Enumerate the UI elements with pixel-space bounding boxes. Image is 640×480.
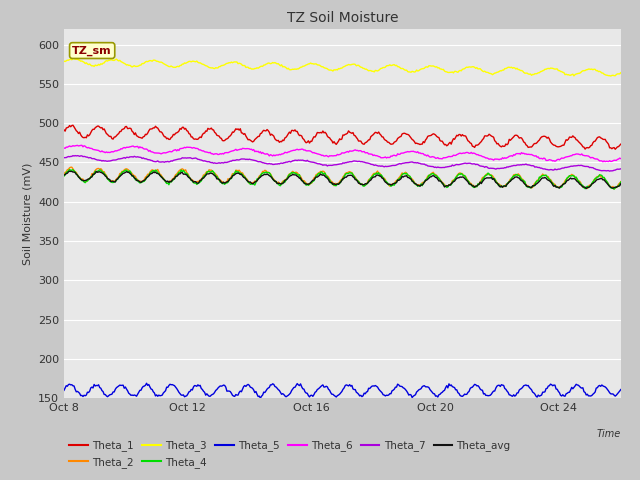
Theta_3: [69, 56, 77, 61]
Theta_2: [605, 181, 612, 187]
Theta_4: [329, 181, 337, 187]
Line: Theta_1: Theta_1: [64, 125, 621, 149]
Theta_2: [326, 176, 333, 182]
Line: Theta_6: Theta_6: [64, 145, 621, 162]
Theta_avg: [617, 181, 625, 187]
Theta_7: [326, 163, 333, 168]
Theta_avg: [329, 181, 337, 187]
Theta_5: [60, 387, 68, 393]
Theta_7: [71, 153, 79, 158]
Theta_2: [68, 164, 76, 170]
Theta_6: [326, 153, 333, 158]
Theta_1: [329, 140, 337, 146]
Theta_3: [393, 62, 401, 68]
Line: Theta_avg: Theta_avg: [64, 171, 621, 189]
Theta_1: [326, 135, 333, 141]
Theta_2: [60, 171, 68, 177]
Theta_3: [518, 68, 525, 73]
Theta_4: [518, 177, 525, 182]
Theta_1: [69, 122, 77, 128]
Theta_5: [364, 389, 371, 395]
Line: Theta_5: Theta_5: [64, 383, 621, 398]
Theta_4: [60, 173, 68, 179]
Theta_avg: [606, 184, 614, 190]
Text: Time: Time: [596, 429, 621, 439]
Theta_3: [607, 73, 614, 79]
Theta_avg: [326, 179, 333, 185]
Theta_avg: [60, 172, 68, 178]
Theta_6: [599, 159, 607, 165]
Theta_1: [605, 142, 612, 147]
Title: TZ Soil Moisture: TZ Soil Moisture: [287, 11, 398, 25]
Y-axis label: Soil Moisture (mV): Soil Moisture (mV): [22, 162, 33, 265]
Theta_5: [519, 384, 527, 390]
Theta_7: [605, 168, 612, 173]
Theta_6: [329, 153, 337, 159]
Line: Theta_2: Theta_2: [64, 167, 621, 189]
Theta_5: [143, 380, 150, 386]
Theta_4: [611, 186, 618, 192]
Theta_2: [518, 176, 525, 182]
Legend: Theta_1, Theta_2, Theta_3, Theta_4, Theta_5, Theta_6, Theta_7, Theta_avg: Theta_1, Theta_2, Theta_3, Theta_4, Thet…: [69, 441, 511, 468]
Theta_3: [60, 58, 68, 64]
Theta_1: [611, 146, 619, 152]
Theta_3: [617, 70, 625, 76]
Theta_6: [606, 158, 614, 164]
Theta_avg: [518, 178, 525, 183]
Theta_5: [327, 390, 335, 396]
Theta_2: [393, 178, 401, 183]
Theta_7: [60, 155, 68, 161]
Theta_5: [257, 395, 264, 401]
Theta_7: [518, 162, 525, 168]
Theta_7: [617, 166, 625, 172]
Theta_2: [617, 179, 625, 184]
Theta_6: [60, 145, 68, 151]
Theta_4: [617, 179, 625, 185]
Theta_avg: [362, 181, 370, 187]
Theta_3: [605, 73, 612, 79]
Theta_2: [611, 186, 618, 192]
Line: Theta_4: Theta_4: [64, 169, 621, 189]
Theta_5: [606, 390, 614, 396]
Theta_4: [326, 177, 333, 183]
Text: TZ_sm: TZ_sm: [72, 46, 112, 56]
Theta_3: [329, 68, 337, 74]
Theta_6: [78, 143, 86, 148]
Theta_5: [394, 381, 401, 387]
Theta_avg: [66, 168, 74, 174]
Theta_2: [362, 181, 370, 187]
Theta_4: [362, 181, 370, 187]
Theta_7: [393, 162, 401, 168]
Theta_7: [362, 160, 370, 166]
Theta_4: [605, 181, 612, 187]
Theta_avg: [582, 186, 590, 192]
Line: Theta_7: Theta_7: [64, 156, 621, 171]
Theta_7: [329, 162, 337, 168]
Theta_1: [60, 127, 68, 132]
Theta_4: [393, 180, 401, 185]
Theta_avg: [393, 180, 401, 185]
Theta_5: [330, 393, 338, 398]
Theta_1: [617, 141, 625, 147]
Theta_4: [66, 167, 74, 172]
Line: Theta_3: Theta_3: [64, 59, 621, 76]
Theta_3: [326, 67, 333, 73]
Theta_6: [362, 150, 370, 156]
Theta_2: [329, 180, 337, 185]
Theta_1: [393, 138, 401, 144]
Theta_6: [518, 150, 525, 156]
Theta_6: [393, 153, 401, 158]
Theta_1: [518, 135, 525, 141]
Theta_5: [617, 387, 625, 393]
Theta_6: [617, 156, 625, 161]
Theta_3: [362, 66, 370, 72]
Theta_7: [606, 168, 614, 174]
Theta_1: [362, 139, 370, 145]
